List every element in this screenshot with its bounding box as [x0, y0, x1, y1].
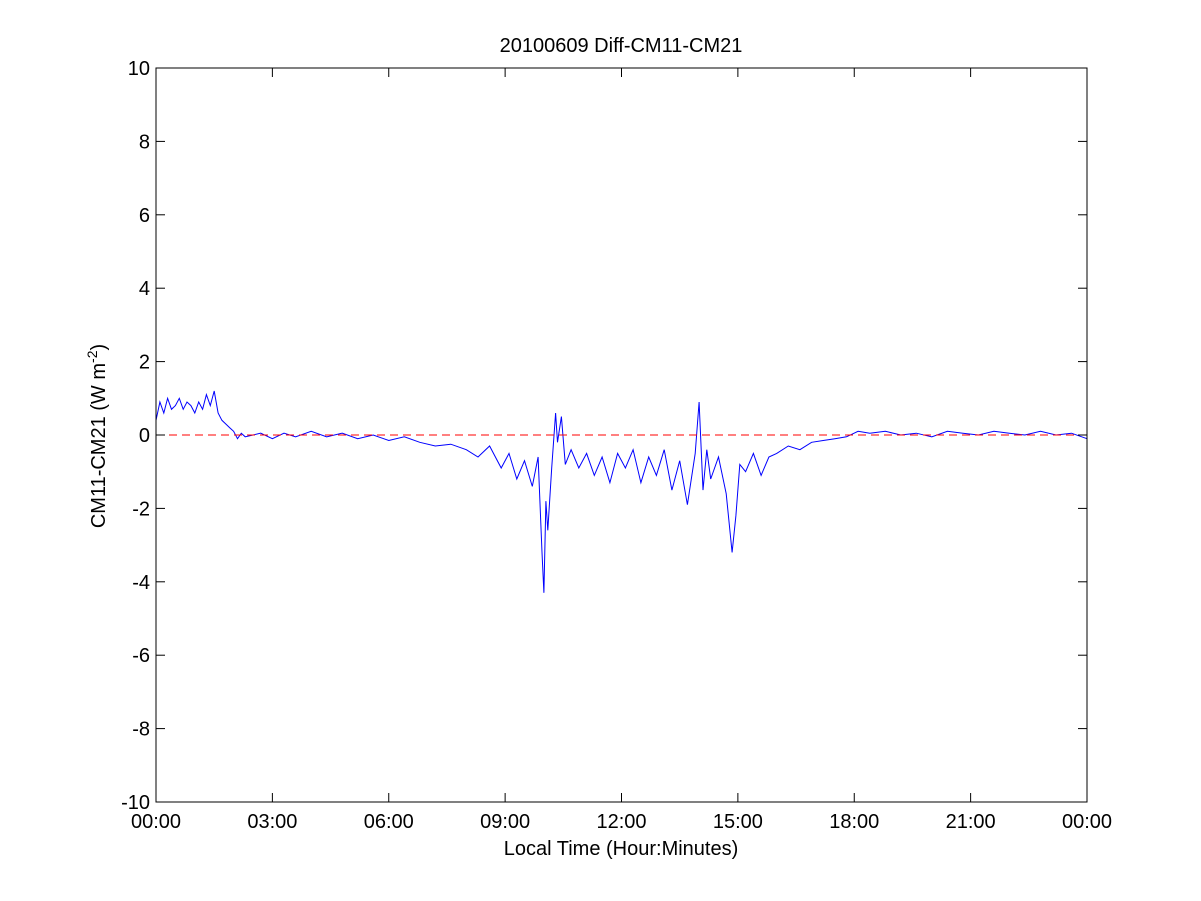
chart-title: 20100609 Diff-CM11-CM21	[500, 35, 743, 57]
y-tick-label: 4	[139, 278, 150, 300]
y-tick-label: 6	[139, 205, 150, 227]
y-axis-label-main: CM11-CM21 (W m	[88, 363, 110, 528]
y-tick-label: -6	[132, 645, 150, 667]
y-axis-label-superscript: -2	[84, 350, 100, 363]
plot-content	[155, 390, 1088, 593]
x-tick-label: 06:00	[364, 811, 414, 833]
tick-labels: 00:00 03:00 06:00 09:00 12:00 15:00 18:00 21:00…	[121, 58, 1112, 833]
y-axis-label-close: )	[88, 344, 110, 351]
difference-series-line	[155, 390, 1088, 593]
x-tick-label: 03:00	[247, 811, 297, 833]
x-tick-label: 09:00	[480, 811, 530, 833]
x-tick-label: 12:00	[596, 811, 646, 833]
x-axis-label: Local Time (Hour:Minutes)	[504, 838, 739, 860]
x-tick-label: 00:00	[1062, 811, 1112, 833]
y-tick-label: -2	[132, 498, 150, 520]
y-tick-label: 0	[139, 425, 150, 447]
x-tick-label: 18:00	[829, 811, 879, 833]
y-tick-label: 8	[139, 131, 150, 153]
ticks	[155, 67, 1088, 803]
y-tick-label: 2	[139, 352, 150, 374]
y-tick-label: -4	[132, 572, 150, 594]
x-tick-label: 15:00	[713, 811, 763, 833]
x-tick-label: 21:00	[946, 811, 996, 833]
x-tick-label: 00:00	[131, 811, 181, 833]
y-axis-label: CM11-CM21 (W m-2)	[84, 344, 110, 528]
y-tick-label: -10	[121, 792, 150, 814]
y-tick-label: 10	[128, 58, 150, 80]
y-tick-label: -8	[132, 719, 150, 741]
